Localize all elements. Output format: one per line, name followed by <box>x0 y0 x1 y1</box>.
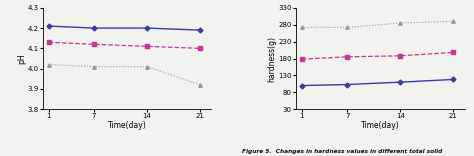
S1 <box>46 25 52 27</box>
S2 <box>450 51 456 53</box>
X-axis label: Time(day): Time(day) <box>361 121 400 130</box>
Text: Figure 5.  Changes in hardness values in different total solid: Figure 5. Changes in hardness values in … <box>242 149 442 154</box>
Line: S2: S2 <box>300 51 455 61</box>
S3 <box>450 20 456 22</box>
S3 <box>197 84 203 86</box>
S1 <box>345 84 350 85</box>
Line: S3: S3 <box>300 20 455 29</box>
X-axis label: Time(day): Time(day) <box>108 121 146 130</box>
S1 <box>299 85 305 86</box>
S1 <box>197 29 203 31</box>
S3 <box>46 64 52 66</box>
Line: S1: S1 <box>47 24 202 32</box>
S1 <box>144 27 150 29</box>
S3 <box>299 27 305 28</box>
S2 <box>345 56 350 58</box>
S3 <box>91 66 97 68</box>
Line: S1: S1 <box>300 78 455 87</box>
S3 <box>144 66 150 68</box>
Y-axis label: hardness(g): hardness(g) <box>268 36 277 81</box>
Line: S3: S3 <box>47 63 202 87</box>
Y-axis label: pH: pH <box>17 53 26 64</box>
S1 <box>397 81 403 83</box>
S2 <box>397 55 403 57</box>
S2 <box>299 58 305 60</box>
S2 <box>144 45 150 47</box>
Line: S2: S2 <box>47 41 202 50</box>
S3 <box>345 27 350 28</box>
S3 <box>397 22 403 24</box>
S2 <box>46 41 52 43</box>
S2 <box>91 43 97 45</box>
S1 <box>450 78 456 80</box>
S2 <box>197 47 203 49</box>
S1 <box>91 27 97 29</box>
